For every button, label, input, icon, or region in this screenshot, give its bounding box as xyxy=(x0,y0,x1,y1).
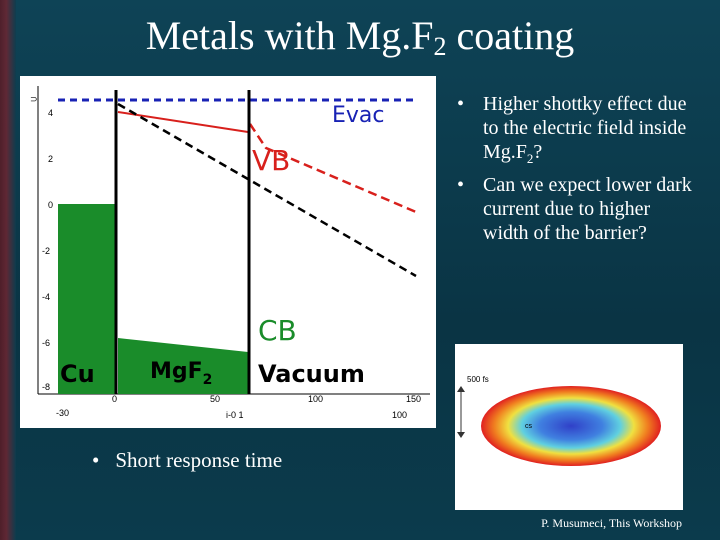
cu-green-region xyxy=(58,204,116,394)
bullet-marker: • xyxy=(457,174,465,196)
beam-profile-image: 500 fs cs xyxy=(455,344,683,510)
evac-label: Evac xyxy=(332,103,385,128)
band-diagram-svg: ⊃ 4 2 0 -2 -4 -6 -8 -30 0 50 100 150 i-0… xyxy=(30,86,430,420)
y-tick-4: 4 xyxy=(48,108,53,118)
y-tick-neg8: -8 xyxy=(42,382,50,392)
slide-title: Metals with Mg.F2 coating xyxy=(145,13,575,61)
vb-vacuum-line xyxy=(248,123,417,214)
bullet-item-response-time: • Short response time xyxy=(92,448,283,472)
time-arrow-up-icon xyxy=(457,386,465,392)
bullet-item-dark-current: • Can we expect lower dark current due t… xyxy=(457,174,692,244)
time-label: 500 fs xyxy=(467,375,489,384)
y-tick-neg4: -4 xyxy=(42,292,50,302)
y-tick-0: 0 xyxy=(48,200,53,210)
beam-center-label: cs xyxy=(525,423,533,430)
x-tick-0: 0 xyxy=(112,394,117,404)
y-tick-2: 2 xyxy=(48,154,53,164)
vb-label: VB xyxy=(252,144,290,177)
cb-label: CB xyxy=(258,314,297,347)
x-tick-neg30: -30 xyxy=(56,408,69,418)
x-tick-150: 150 xyxy=(406,394,421,404)
bullet-item-shottky: • Higher shottky effect due to the elect… xyxy=(457,93,687,166)
mgf2-label: MgF2 xyxy=(150,359,212,388)
y-tick-neg6: -6 xyxy=(42,338,50,348)
black-dashed-line xyxy=(117,102,417,278)
x-tick-50: 50 xyxy=(210,394,220,404)
band-diagram-figure: ⊃ 4 2 0 -2 -4 -6 -8 -30 0 50 100 150 i-0… xyxy=(20,76,436,428)
time-arrow-down-icon xyxy=(457,432,465,438)
y-tick-top-mark: ⊃ xyxy=(30,94,38,104)
y-tick-neg2: -2 xyxy=(42,246,50,256)
vb-mgf2-line xyxy=(117,111,249,133)
x-mid-label: i-0 1 xyxy=(226,410,244,420)
footer-credit: P. Musumeci, This Workshop xyxy=(541,516,682,530)
x-tick-100: 100 xyxy=(308,394,323,404)
bullet-marker: • xyxy=(457,93,465,115)
bullet-list: • Higher shottky effect due to the elect… xyxy=(455,92,695,247)
x-right-label: 100 xyxy=(392,410,407,420)
mgf2-green-region xyxy=(118,338,248,394)
left-accent-bar xyxy=(0,0,16,540)
beam-ellipse xyxy=(481,386,661,466)
bullet-marker: • xyxy=(92,448,100,472)
vacuum-label: Vacuum xyxy=(258,360,365,388)
cu-label: Cu xyxy=(60,360,95,388)
beam-profile-svg: 500 fs cs xyxy=(457,375,661,466)
